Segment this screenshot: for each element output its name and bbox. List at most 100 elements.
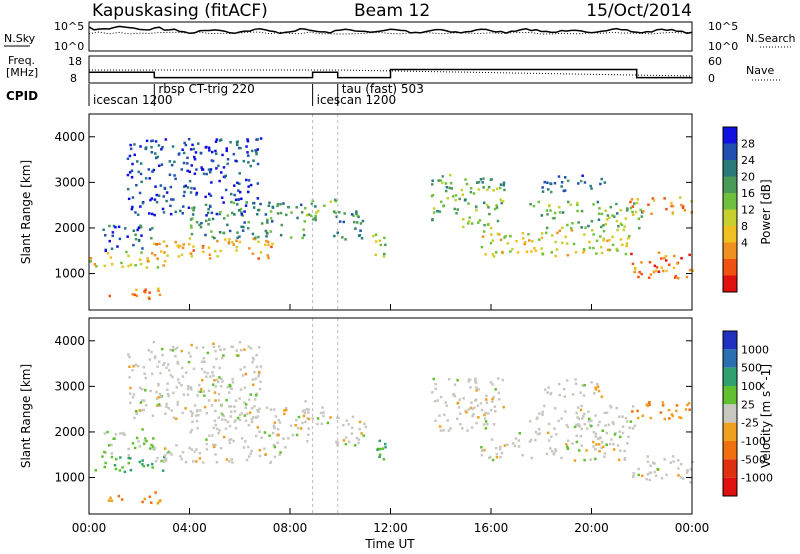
echo-cell xyxy=(196,409,199,412)
echo-cell xyxy=(660,266,663,269)
echo-cell xyxy=(127,461,130,465)
echo-cell xyxy=(670,413,674,416)
echo-cell xyxy=(235,239,238,243)
echo-cell xyxy=(238,190,242,194)
echo-cell xyxy=(283,412,286,416)
y-tick-label: 4000 xyxy=(54,130,85,144)
echo-cell xyxy=(649,464,652,467)
echo-cell xyxy=(301,410,305,413)
echo-cell xyxy=(251,356,255,360)
echo-cell xyxy=(197,413,200,417)
echo-cell xyxy=(134,237,138,241)
echo-cell xyxy=(637,473,640,477)
echo-cell xyxy=(581,384,584,387)
echo-cell xyxy=(256,138,259,141)
echo-cell xyxy=(139,172,143,176)
echo-cell xyxy=(89,260,92,263)
echo-cell xyxy=(160,459,163,463)
echo-cell xyxy=(449,173,452,177)
echo-cell xyxy=(683,209,687,212)
echo-cell xyxy=(196,394,199,397)
echo-cell xyxy=(491,383,494,386)
noise-right-tick-top: 10^5 xyxy=(708,20,738,33)
echo-cell xyxy=(552,451,556,455)
echo-cell xyxy=(354,227,357,230)
echo-cell xyxy=(218,212,221,216)
echo-cell xyxy=(155,156,158,160)
echo-cell xyxy=(141,428,144,431)
echo-cell xyxy=(617,225,620,228)
echo-cell xyxy=(247,154,250,157)
echo-cell xyxy=(156,257,159,260)
echo-cell xyxy=(171,345,175,349)
echo-cell xyxy=(558,211,562,214)
echo-cell xyxy=(235,245,239,249)
echo-cell xyxy=(156,404,159,407)
echo-cell xyxy=(120,498,124,501)
echo-cell xyxy=(165,199,168,203)
echo-cell xyxy=(555,433,558,436)
echo-cell xyxy=(598,450,601,453)
echo-cell xyxy=(138,226,141,229)
echo-cell xyxy=(617,458,621,462)
echo-cell xyxy=(625,244,628,248)
echo-cell xyxy=(230,192,233,196)
echo-cell xyxy=(172,416,176,419)
echo-cell xyxy=(474,379,477,383)
echo-cell xyxy=(183,141,186,145)
echo-cell xyxy=(257,346,261,349)
echo-cell xyxy=(659,411,663,414)
echo-cell xyxy=(632,475,635,479)
echo-cell xyxy=(186,162,189,165)
echo-cell xyxy=(193,172,197,175)
echo-cell xyxy=(600,177,603,181)
echo-cell xyxy=(629,200,632,204)
echo-cell xyxy=(189,218,193,221)
echo-cell xyxy=(207,207,210,211)
echo-cell xyxy=(302,414,306,418)
echo-cell xyxy=(592,440,595,444)
echo-cell xyxy=(136,160,139,163)
echo-cell xyxy=(230,387,233,390)
echo-cell xyxy=(238,182,241,185)
colorbar-tick-label: -1000 xyxy=(741,472,773,485)
echo-cell xyxy=(492,189,495,192)
echo-cell xyxy=(150,197,154,200)
echo-cell xyxy=(320,422,323,426)
echo-cell xyxy=(230,345,233,348)
echo-cell xyxy=(205,448,209,451)
echo-cell xyxy=(211,235,214,239)
echo-cell xyxy=(475,205,478,208)
echo-cell xyxy=(622,228,626,232)
echo-cell xyxy=(131,369,134,372)
velocity-ylabel: Slant Range [km] xyxy=(19,364,33,468)
echo-cell xyxy=(279,202,282,206)
echo-cell xyxy=(688,408,691,411)
echo-cell xyxy=(202,172,206,176)
echo-cell xyxy=(598,207,601,210)
echo-cell xyxy=(162,195,165,198)
echo-cell xyxy=(551,217,555,220)
echo-cell xyxy=(159,395,163,399)
echo-cell xyxy=(382,458,386,461)
echo-cell xyxy=(266,221,269,224)
echo-cell xyxy=(146,464,150,467)
echo-cell xyxy=(237,146,241,150)
echo-cell xyxy=(258,371,261,374)
echo-cell xyxy=(202,346,205,349)
echo-cell xyxy=(265,239,268,243)
echo-cell xyxy=(489,226,493,230)
echo-cell xyxy=(455,212,458,215)
echo-cell xyxy=(464,178,467,181)
echo-cell xyxy=(608,238,611,242)
echo-cell xyxy=(210,159,214,162)
echo-cell xyxy=(159,371,162,375)
echo-cell xyxy=(549,447,552,450)
noise-sky-trace xyxy=(88,25,693,35)
echo-cell xyxy=(361,219,365,223)
echo-cell xyxy=(214,409,217,413)
echo-cell xyxy=(204,195,207,199)
echo-cell xyxy=(679,462,683,466)
echo-cell xyxy=(355,210,358,213)
colorbar-tick-label: 8 xyxy=(741,220,748,233)
